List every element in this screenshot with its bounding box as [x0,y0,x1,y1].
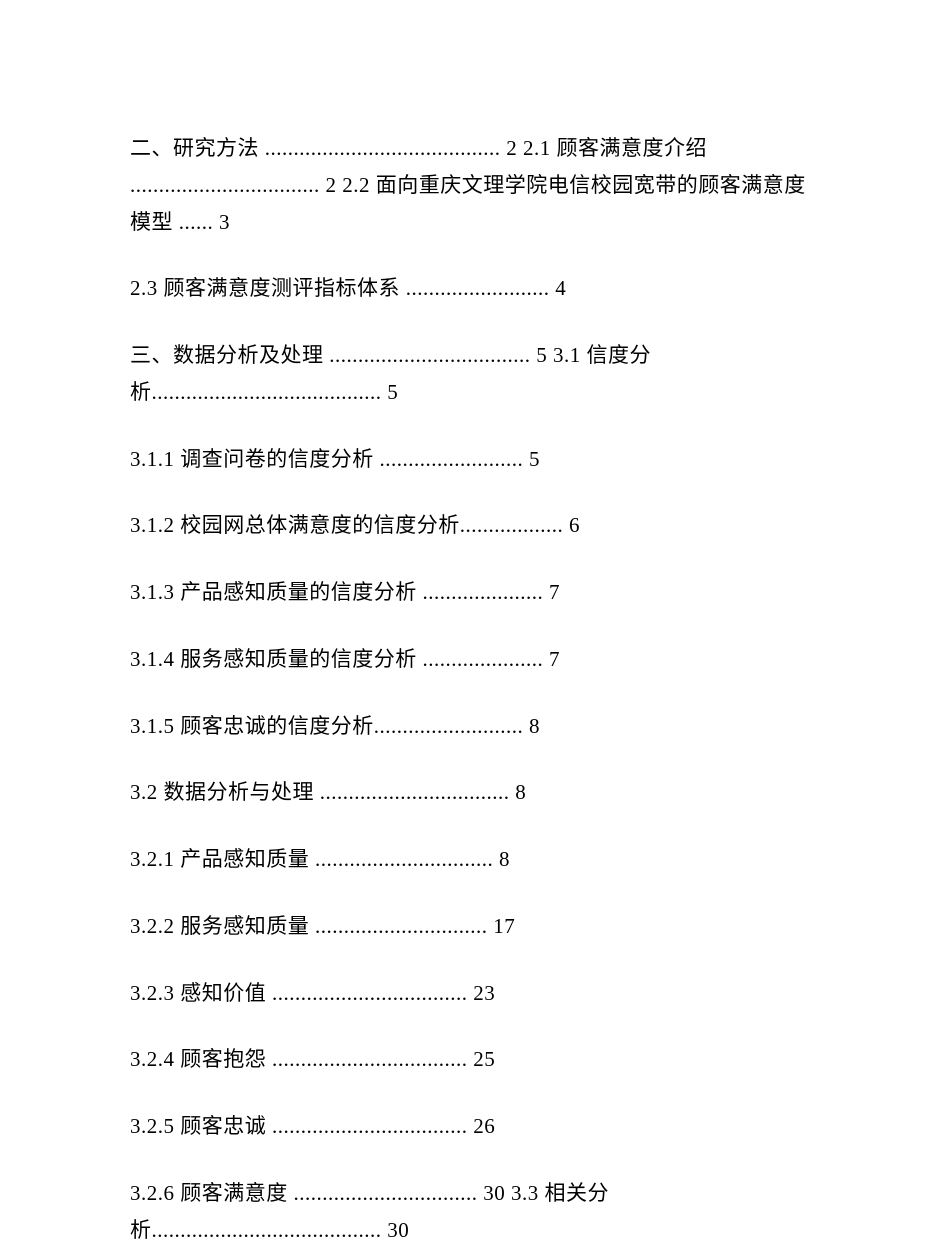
toc-entry: 二、研究方法 .................................… [130,130,820,240]
toc-entry: 2.3 顾客满意度测评指标体系 ........................… [130,270,820,307]
toc-entry: 3.2.6 顾客满意度 ............................… [130,1175,820,1248]
toc-entry: 3.2.1 产品感知质量 ...........................… [130,841,820,878]
toc-entry: 3.2.3 感知价值 .............................… [130,975,820,1012]
toc-entry: 3.1.2 校园网总体满意度的信度分析.................. 6 [130,507,820,544]
toc-container: 二、研究方法 .................................… [130,130,820,1248]
toc-entry: 3.2.5 顾客忠诚 .............................… [130,1108,820,1145]
toc-entry: 3.2 数据分析与处理 ............................… [130,774,820,811]
toc-entry: 3.1.1 调查问卷的信度分析 ........................… [130,441,820,478]
toc-entry: 3.1.3 产品感知质量的信度分析 ..................... … [130,574,820,611]
toc-entry: 3.1.5 顾客忠诚的信度分析.........................… [130,708,820,745]
toc-entry: 3.2.4 顾客抱怨 .............................… [130,1041,820,1078]
toc-entry: 3.1.4 服务感知质量的信度分析 ..................... … [130,641,820,678]
toc-entry: 三、数据分析及处理 ..............................… [130,337,820,411]
toc-entry: 3.2.2 服务感知质量 ...........................… [130,908,820,945]
